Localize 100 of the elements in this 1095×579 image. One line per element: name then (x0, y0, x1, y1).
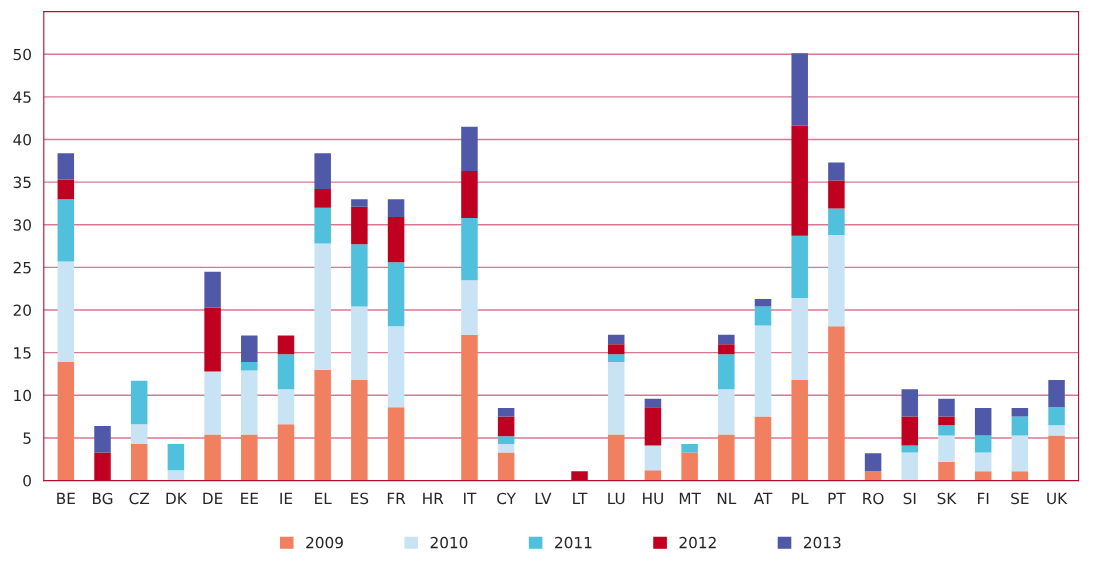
x-tick-label: RO (863, 492, 884, 505)
legend-label: 2010 (430, 536, 468, 549)
bar (497, 416, 515, 437)
bar (387, 262, 405, 327)
y-tick-label: 15 (14, 347, 31, 359)
bar (241, 370, 258, 435)
bar (681, 452, 698, 481)
bar (571, 471, 588, 481)
x-tick-label: NL (717, 492, 737, 504)
bar (204, 271, 221, 308)
bar (387, 326, 405, 408)
bar (387, 199, 405, 218)
bar (901, 452, 919, 481)
y-tick-label: 25 (13, 261, 31, 274)
bar (791, 125, 808, 236)
bar (461, 126, 478, 172)
y-tick-label: 35 (13, 176, 31, 189)
x-tick-label: EL (315, 492, 332, 504)
bar (974, 435, 992, 453)
bar (791, 235, 808, 299)
x-tick-label: SK (937, 492, 957, 505)
bar (351, 244, 368, 307)
bar (277, 335, 295, 355)
bar (644, 398, 662, 408)
bar (754, 416, 772, 481)
x-tick-label: HU (643, 492, 663, 505)
x-tick-label: HR (423, 492, 444, 504)
x-tick-label: BE (57, 492, 75, 504)
x-tick-label: SI (903, 492, 916, 505)
bar (241, 434, 258, 481)
y-tick-label: 20 (13, 304, 31, 317)
bar (497, 452, 515, 481)
x-tick-label: CZ (129, 492, 150, 505)
bar (718, 344, 735, 355)
bar (1048, 435, 1065, 481)
bar (314, 153, 331, 189)
bar (167, 443, 185, 471)
x-tick-label: AT (753, 492, 773, 504)
bar (204, 307, 221, 372)
bar (314, 188, 331, 208)
x-tick-label: EE (241, 492, 258, 504)
bar (94, 452, 111, 481)
x-tick-label: IE (280, 492, 293, 504)
bar (277, 354, 295, 390)
bar (607, 354, 625, 363)
y-tick-label: 10 (14, 389, 31, 402)
bar (901, 389, 919, 417)
legend-label: 2009 (306, 536, 343, 549)
bar (461, 217, 478, 281)
y-tick-label: 30 (13, 219, 31, 231)
bar (791, 53, 808, 126)
legend-label: 2011 (555, 536, 592, 549)
bar (607, 344, 625, 355)
bar (644, 470, 662, 481)
bar (130, 443, 148, 481)
bar (277, 389, 295, 425)
bar (644, 407, 662, 446)
bar (718, 334, 735, 345)
bar (497, 408, 515, 417)
bar (314, 243, 331, 370)
x-tick-label: LV (535, 492, 552, 504)
bar (461, 280, 478, 335)
bar (94, 426, 111, 453)
bar (828, 326, 845, 481)
legend-label: 2013 (803, 536, 841, 549)
bar (1048, 407, 1065, 426)
x-tick-label: PT (828, 492, 846, 504)
x-tick-label: PL (792, 492, 809, 504)
bar (864, 471, 882, 481)
x-tick-label: UK (1047, 492, 1068, 505)
bar (461, 171, 478, 218)
bar (57, 362, 75, 481)
legend-label: 2012 (679, 536, 716, 549)
bar (938, 398, 955, 417)
x-tick-label: CY (497, 492, 517, 505)
bar (974, 471, 992, 481)
bar (864, 453, 882, 472)
y-tick-label: 50 (13, 48, 31, 61)
y-tick-label: 0 (23, 475, 31, 487)
bar (351, 199, 368, 207)
y-tick-label: 5 (23, 432, 31, 444)
bar (1011, 408, 1029, 417)
bar (130, 424, 148, 444)
bar (57, 199, 75, 262)
bar (387, 217, 405, 263)
x-tick-label: DE (203, 492, 223, 504)
x-tick-label: LT (573, 492, 588, 504)
bar (754, 306, 772, 326)
bar (277, 424, 295, 481)
bar (938, 435, 955, 462)
x-tick-label: FI (978, 492, 989, 504)
bar (607, 362, 625, 435)
bar (204, 434, 221, 481)
bar (314, 369, 331, 481)
y-tick-label: 40 (13, 133, 31, 146)
bar (828, 208, 845, 235)
bar (828, 162, 845, 181)
bar (938, 425, 955, 436)
bar (1048, 379, 1065, 408)
y-tick-label: 45 (13, 91, 31, 103)
